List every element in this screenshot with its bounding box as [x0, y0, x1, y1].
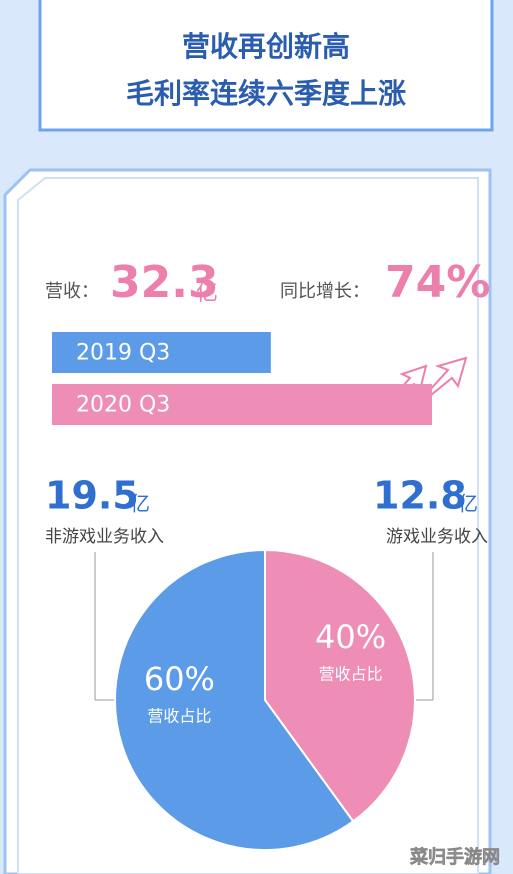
slice-value: 60% — [144, 660, 215, 698]
bar — [52, 332, 271, 373]
amount-unit: 亿 — [458, 492, 478, 516]
revenue-unit: 亿 — [196, 281, 218, 306]
amount-value: 19.5 — [45, 474, 139, 518]
growth-value: 74% — [385, 257, 490, 308]
watermark: 菜归手游网 — [409, 846, 500, 868]
amount-value: 12.8 — [373, 474, 467, 518]
slice-sublabel: 营收占比 — [147, 706, 211, 725]
bar-label: 2019 Q3 — [76, 341, 170, 366]
title-line: 毛利率连续六季度上涨 — [126, 77, 406, 110]
title-line: 营收再创新高 — [182, 30, 350, 63]
category-label: 游戏业务收入 — [386, 527, 488, 547]
category-label: 非游戏业务收入 — [45, 527, 164, 547]
pie-slice — [114, 548, 355, 851]
revenue-value: 32.3 — [110, 257, 219, 308]
title-panel — [38, 0, 494, 132]
growth-label: 同比增长： — [280, 281, 370, 302]
pie-slice — [264, 548, 416, 823]
bar — [52, 384, 432, 425]
amount-unit: 亿 — [130, 492, 150, 516]
revenue-label: 营收： — [45, 281, 99, 302]
slice-value: 40% — [315, 618, 386, 656]
bar-label: 2020 Q3 — [76, 393, 170, 418]
slice-sublabel: 营收占比 — [319, 665, 383, 684]
